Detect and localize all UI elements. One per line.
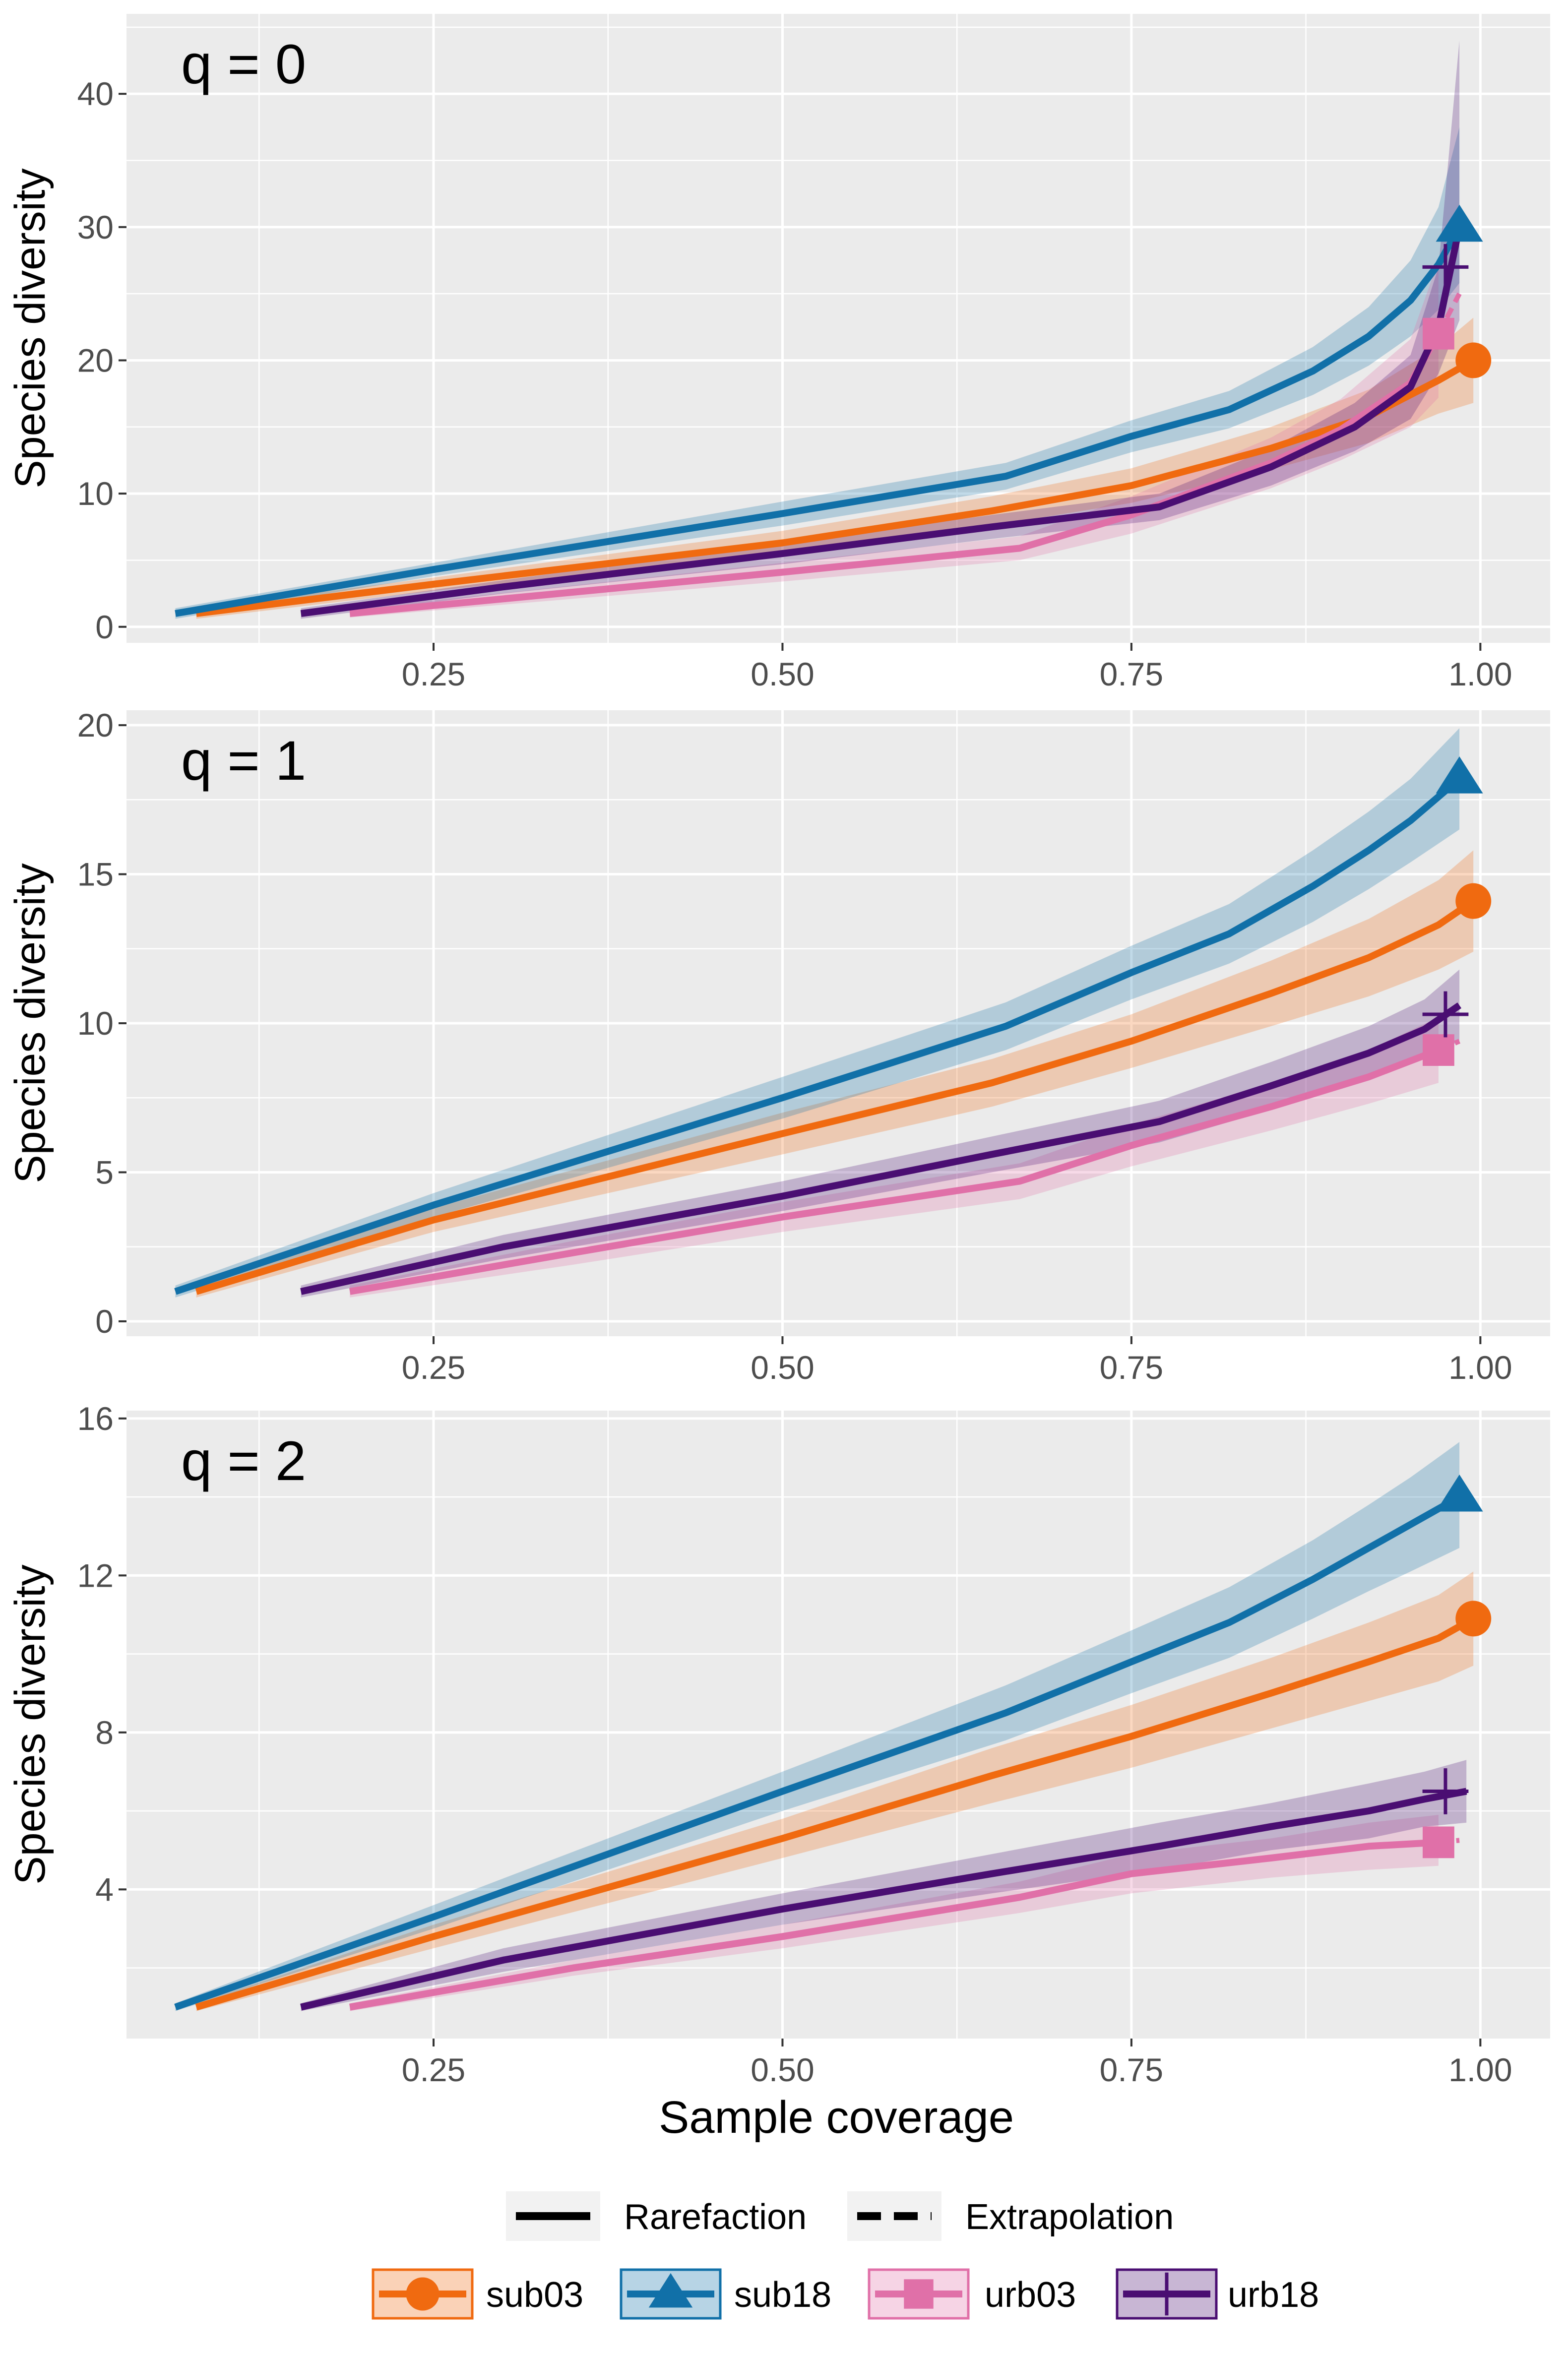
facet-label: q = 1 [181,730,306,792]
x-tick-label: 0.50 [751,656,814,692]
band-sub03 [196,317,1474,619]
y-tick-label: 16 [77,1400,114,1437]
facet-panel-1: 0 10 20 30 40 0.25 0.50 0.75 1.00 Species diversi… [6,14,1550,692]
legend-label-urb18: urb18 [1228,2275,1319,2315]
legend-item-sub03: sub03 [372,2268,583,2320]
linetype-legend: Rarefaction Extrapolation [506,2191,1174,2241]
y-tick-label: 5 [95,1154,114,1190]
band-urb18 [301,1760,1467,2011]
legend-label-extrapolation: Extrapolation [965,2197,1174,2237]
facet-panel-2: 0 5 10 15 20 0.25 0.50 0.75 1.00 Species diversit… [6,707,1550,1386]
marker-urb03 [1423,317,1454,350]
y-axis-title: Species diversity [6,863,54,1183]
marker-sub18 [1436,756,1483,794]
legend-item-sub18: sub18 [620,2268,831,2320]
y-tick-label: 10 [77,1005,114,1042]
line-urb03 [349,1047,1440,1295]
band-sub03 [196,850,1474,1298]
x-tick-label: 0.75 [1100,2051,1163,2088]
facet-panel-3: 4 8 12 16 0.25 0.50 0.75 1.00 Species diversity q… [6,1400,1550,2088]
marker-sub03 [1455,883,1492,919]
marker-sub18 [1436,1474,1483,1512]
marker-urb18 [1422,991,1469,1038]
marker-sub03 [1455,342,1492,378]
panel-background [126,1411,1550,2039]
y-tick-label: 10 [77,475,114,512]
legend-marker-sub18 [648,2273,693,2308]
line-sub03 [195,1615,1475,2011]
legend-label-sub03: sub03 [486,2275,583,2315]
y-axis-title: Species diversity [6,168,54,488]
panel-background [126,14,1550,643]
y-tick-label: 40 [77,75,114,112]
marker-urb03 [1423,1826,1454,1858]
marker-urb18 [1422,244,1469,290]
line-sub18 [174,776,1462,1295]
x-tick-label: 0.25 [402,1349,465,1386]
y-axis-title: Species diversity [6,1564,54,1884]
line-sub03 [195,357,1475,617]
marker-urb03 [1423,1034,1454,1066]
y-tick-label: 0 [95,1303,114,1340]
band-sub18 [175,728,1460,1298]
y-tick-label: 20 [77,342,114,378]
legend-marker-urb18 [1145,2272,1189,2316]
y-tick-label: 15 [77,856,114,893]
line-urb18 [300,1788,1467,2011]
x-tick-label: 0.75 [1100,656,1163,692]
x-tick-label: 0.75 [1100,1349,1163,1386]
legend-label-urb03: urb03 [985,2275,1076,2315]
line-urb18 [300,1002,1462,1295]
legend-item-urb03: urb03 [868,2268,1076,2320]
legend-label-rarefaction: Rarefaction [624,2197,807,2237]
y-tick-label: 12 [77,1557,114,1594]
x-tick-label: 1.00 [1448,656,1512,692]
x-tick-label: 0.50 [751,2051,814,2088]
marker-sub18 [1436,204,1483,242]
legend-item-urb18: urb18 [1116,2268,1319,2320]
marker-urb18 [1422,1768,1469,1814]
x-tick-label: 0.50 [751,1349,814,1386]
legend-marker-sub03 [406,2277,439,2311]
y-tick-label: 8 [95,1714,114,1751]
marker-sub03 [1455,1601,1492,1637]
line-sub03 [195,898,1476,1295]
y-tick-label: 20 [77,707,114,743]
line-sub18 [175,225,1463,617]
legend-marker-urb03 [904,2279,934,2309]
x-axis-title: Sample coverage [659,2092,1014,2143]
x-tick-label: 1.00 [1448,1349,1512,1386]
y-tick-label: 4 [95,1871,114,1908]
line-urb03 [349,1839,1439,2011]
line-urb18 [300,226,1463,617]
facet-label: q = 0 [181,33,306,95]
x-tick-label: 0.25 [402,2051,465,2088]
x-tick-label: 1.00 [1448,2051,1512,2088]
y-tick-label: 30 [77,209,114,246]
y-tick-label: 0 [95,609,114,645]
facet-label: q = 2 [181,1430,306,1492]
line-urb03 [349,332,1442,617]
legend-label-sub18: sub18 [734,2275,831,2315]
x-tick-label: 0.25 [402,656,465,692]
line-sub18 [174,1493,1461,2011]
band-sub03 [196,1571,1474,2011]
site-legend: sub03 sub18 urb03 urb18 [372,2268,1319,2320]
